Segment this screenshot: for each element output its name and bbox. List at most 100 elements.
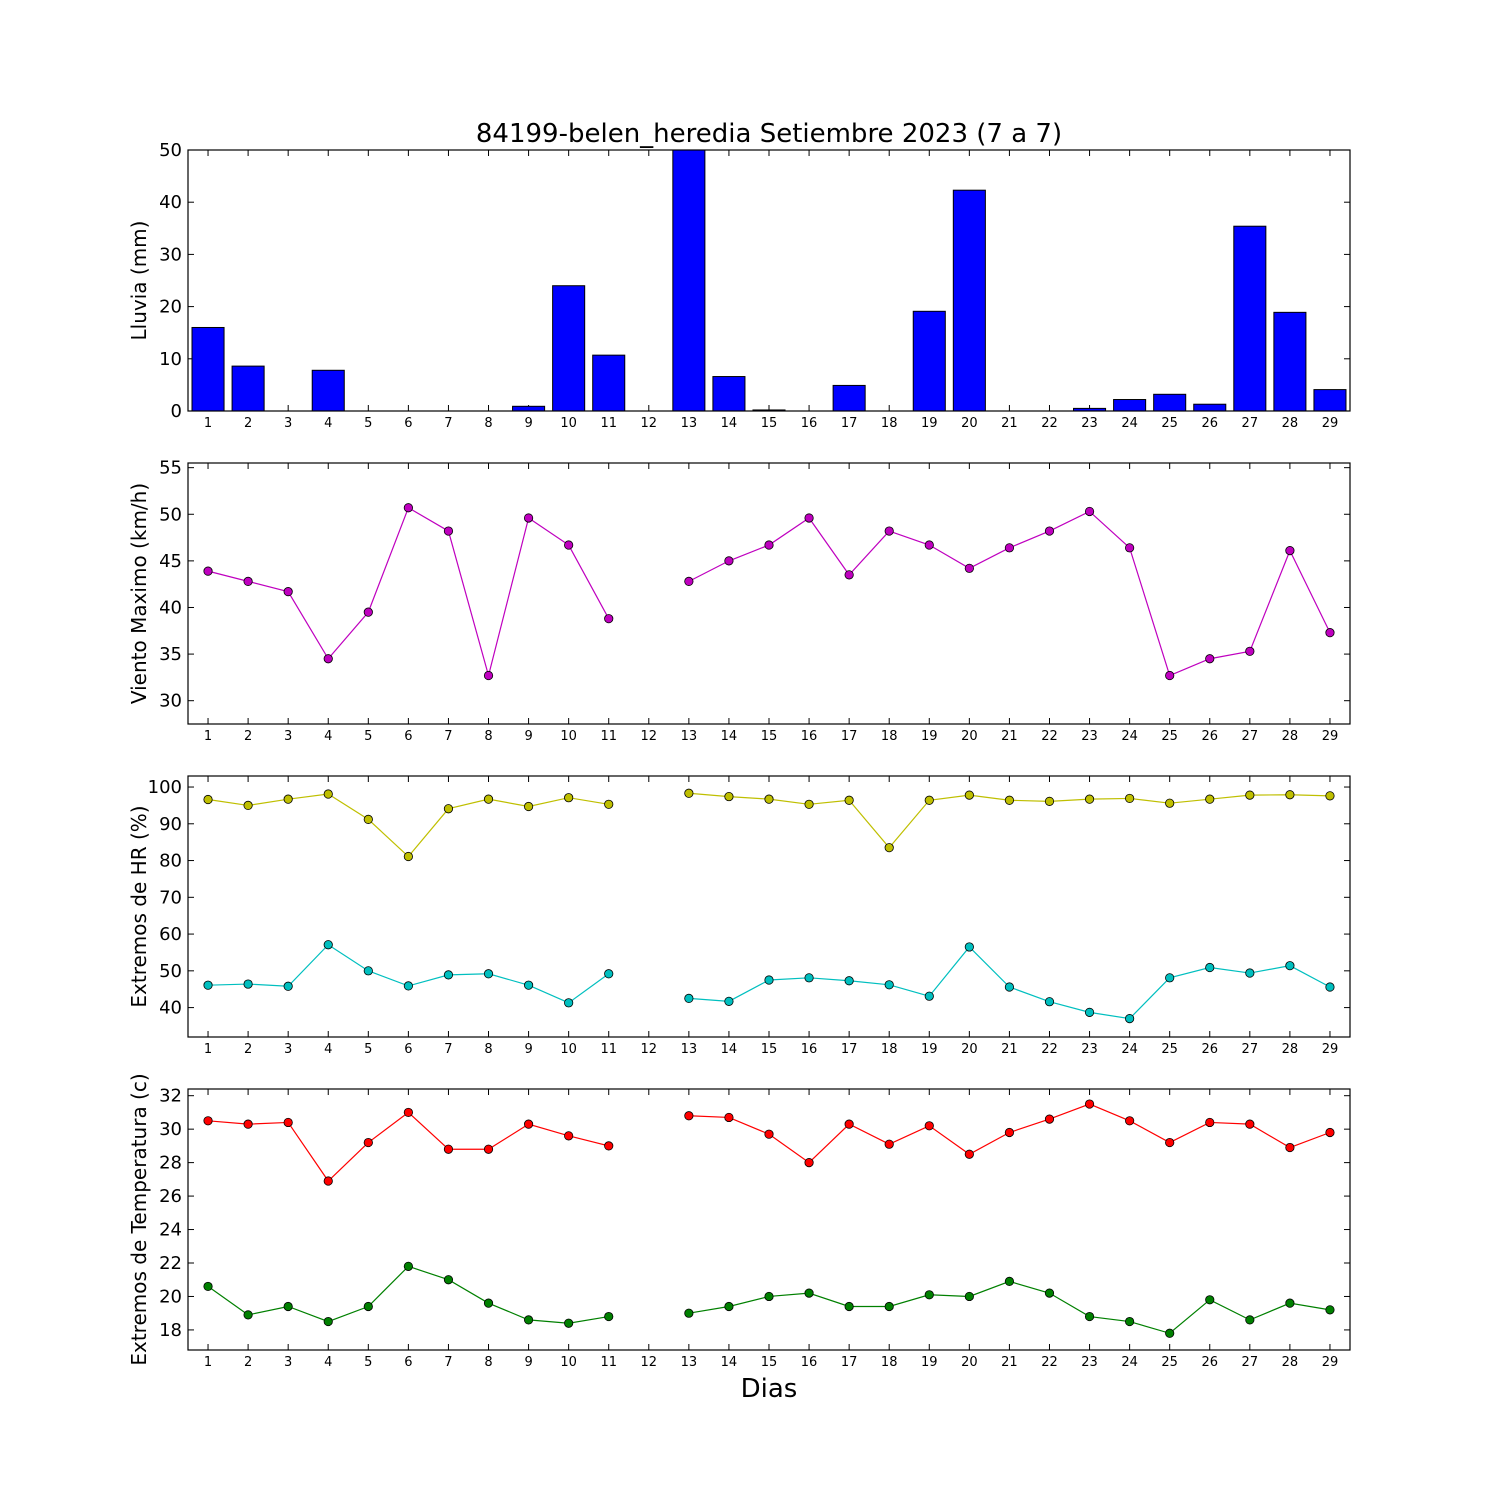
data-point bbox=[764, 540, 774, 550]
data-point bbox=[1084, 1311, 1095, 1322]
x-tick-label: 16 bbox=[801, 729, 818, 744]
x-tick-label: 13 bbox=[681, 729, 698, 744]
data-point bbox=[684, 1308, 694, 1318]
data-point bbox=[523, 1315, 534, 1325]
data-point bbox=[804, 1158, 814, 1168]
data-point bbox=[804, 513, 814, 523]
y-tick-label: 18 bbox=[159, 1320, 182, 1341]
bar bbox=[952, 189, 986, 411]
x-tick-label: 8 bbox=[484, 416, 492, 431]
panel-frame bbox=[187, 462, 1351, 725]
x-tick-label: 14 bbox=[721, 1355, 738, 1370]
x-tick-label: 28 bbox=[1282, 1042, 1299, 1057]
data-point bbox=[884, 526, 894, 536]
data-point bbox=[1205, 654, 1215, 664]
bar bbox=[1193, 403, 1227, 411]
data-point bbox=[764, 794, 774, 804]
data-point bbox=[1325, 1127, 1335, 1138]
data-point bbox=[523, 801, 534, 812]
x-tick-label: 4 bbox=[324, 1042, 332, 1057]
data-point bbox=[1245, 1119, 1255, 1129]
data-point bbox=[604, 1141, 614, 1151]
data-point bbox=[203, 980, 213, 990]
data-point bbox=[564, 793, 574, 803]
y-tick-label: 20 bbox=[159, 297, 182, 318]
data-point bbox=[363, 966, 373, 976]
data-point bbox=[884, 1301, 894, 1312]
x-tick-label: 23 bbox=[1081, 729, 1098, 744]
data-point bbox=[1004, 1127, 1015, 1138]
x-tick-label: 19 bbox=[921, 1042, 938, 1057]
data-point bbox=[764, 1291, 774, 1302]
x-tick-label: 6 bbox=[404, 1042, 412, 1057]
x-tick-label: 5 bbox=[364, 416, 372, 431]
x-tick-label: 25 bbox=[1161, 729, 1178, 744]
data-point bbox=[924, 991, 934, 1001]
x-tick-label: 3 bbox=[284, 729, 292, 744]
data-point bbox=[1205, 794, 1215, 804]
x-tick-label: 9 bbox=[524, 416, 532, 431]
data-point bbox=[523, 513, 534, 523]
y-tick-label: 24 bbox=[159, 1220, 182, 1241]
y-tick-label: 28 bbox=[159, 1153, 182, 1174]
data-point bbox=[724, 1112, 734, 1123]
data-point bbox=[443, 1144, 454, 1154]
y-tick-label: 10 bbox=[159, 349, 182, 370]
data-point bbox=[1165, 1328, 1175, 1338]
y-axis-label: Extremos de Temperatura (c) bbox=[127, 1073, 151, 1365]
x-tick-label: 11 bbox=[600, 416, 617, 431]
data-point bbox=[323, 940, 333, 950]
data-point bbox=[283, 1117, 293, 1128]
x-tick-label: 10 bbox=[560, 729, 577, 744]
data-point bbox=[884, 980, 894, 990]
data-point bbox=[443, 1275, 454, 1285]
x-tick-label: 1 bbox=[204, 729, 212, 744]
data-point bbox=[1044, 1114, 1055, 1124]
data-point bbox=[844, 795, 854, 805]
data-point bbox=[924, 795, 934, 805]
x-tick-label: 12 bbox=[641, 1355, 658, 1370]
data-point bbox=[724, 791, 734, 802]
x-tick-label: 18 bbox=[881, 1355, 898, 1370]
x-tick-label: 2 bbox=[244, 1042, 252, 1057]
x-tick-label: 14 bbox=[721, 1042, 738, 1057]
data-point bbox=[1044, 997, 1055, 1007]
data-point bbox=[243, 979, 253, 989]
data-point bbox=[1125, 1116, 1135, 1126]
y-tick-label: 20 bbox=[159, 1286, 182, 1307]
data-point bbox=[523, 980, 534, 990]
data-point bbox=[1165, 798, 1175, 808]
x-tick-label: 4 bbox=[324, 729, 332, 744]
data-point bbox=[1044, 1288, 1055, 1298]
panel-frame bbox=[187, 1088, 1351, 1351]
x-tick-label: 3 bbox=[284, 1355, 292, 1370]
data-point bbox=[1004, 543, 1015, 553]
x-tick-label: 9 bbox=[524, 729, 532, 744]
data-point bbox=[403, 981, 413, 991]
data-point bbox=[1325, 1305, 1335, 1315]
data-point bbox=[564, 998, 574, 1008]
data-point bbox=[363, 1137, 373, 1148]
y-tick-label: 40 bbox=[159, 998, 182, 1019]
data-point bbox=[283, 587, 293, 597]
data-point bbox=[804, 799, 814, 809]
data-point bbox=[724, 996, 734, 1006]
bar bbox=[311, 369, 345, 411]
data-point bbox=[1325, 628, 1335, 638]
data-point bbox=[483, 969, 494, 979]
bar bbox=[832, 384, 866, 411]
x-tick-label: 19 bbox=[921, 416, 938, 431]
bar bbox=[1073, 407, 1107, 411]
x-tick-label: 11 bbox=[600, 1355, 617, 1370]
x-tick-label: 11 bbox=[600, 729, 617, 744]
data-point bbox=[283, 1301, 293, 1312]
x-tick-label: 21 bbox=[1001, 1042, 1018, 1057]
data-point bbox=[804, 1288, 814, 1298]
x-tick-label: 29 bbox=[1322, 416, 1339, 431]
data-point bbox=[724, 556, 734, 566]
x-tick-label: 13 bbox=[681, 1355, 698, 1370]
x-tick-label: 22 bbox=[1041, 416, 1058, 431]
